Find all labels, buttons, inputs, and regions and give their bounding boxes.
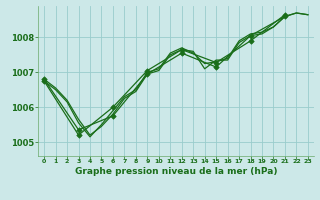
X-axis label: Graphe pression niveau de la mer (hPa): Graphe pression niveau de la mer (hPa) — [75, 167, 277, 176]
